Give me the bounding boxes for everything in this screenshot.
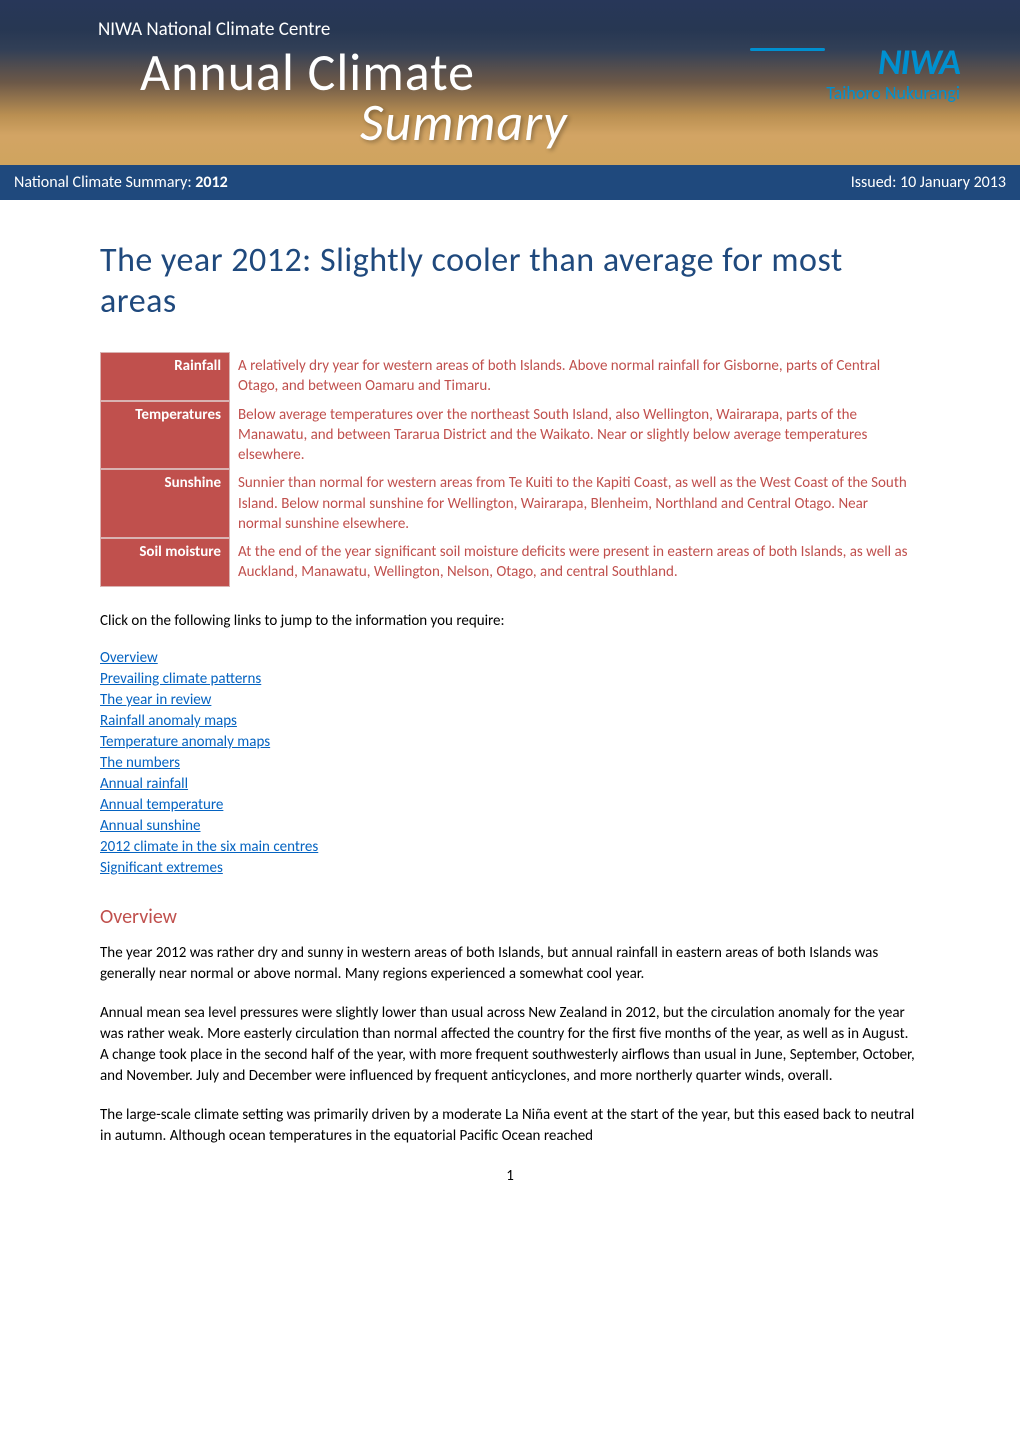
link-item: Annual sunshine <box>100 816 920 835</box>
link-item: 2012 climate in the six main centres <box>100 837 920 856</box>
link-item: Overview <box>100 648 920 667</box>
nav-link[interactable]: Overview <box>100 649 158 667</box>
nav-link[interactable]: 2012 climate in the six main centres <box>100 838 318 856</box>
summary-value: Below average temperatures over the nort… <box>230 401 920 470</box>
logo: NIWA Taihoro Nukurangi <box>826 40 960 104</box>
link-item: Temperature anomaly maps <box>100 732 920 751</box>
summary-label: Temperatures <box>100 401 230 470</box>
summary-row: SunshineSunnier than normal for western … <box>100 469 920 538</box>
summary-label: Rainfall <box>100 352 230 401</box>
summary-row: RainfallA relatively dry year for wester… <box>100 352 920 401</box>
header-bar-year: 2012 <box>195 173 227 192</box>
banner-subtitle: NIWA National Climate Centre <box>98 18 330 41</box>
header-bar: National Climate Summary: 2012 Issued: 1… <box>0 165 1020 200</box>
summary-table: RainfallA relatively dry year for wester… <box>100 352 920 587</box>
summary-label: Sunshine <box>100 469 230 538</box>
summary-value: Sunnier than normal for western areas fr… <box>230 469 920 538</box>
nav-link[interactable]: Significant extremes <box>100 859 223 877</box>
link-item: Significant extremes <box>100 858 920 877</box>
body-paragraph: The year 2012 was rather dry and sunny i… <box>100 943 920 985</box>
header-bar-prefix: National Climate Summary: <box>14 173 195 192</box>
nav-link[interactable]: Prevailing climate patterns <box>100 670 261 688</box>
link-item: Rainfall anomaly maps <box>100 711 920 730</box>
summary-value: A relatively dry year for western areas … <box>230 352 920 401</box>
summary-label: Soil moisture <box>100 538 230 587</box>
nav-link[interactable]: Rainfall anomaly maps <box>100 712 237 730</box>
header-bar-left: National Climate Summary: 2012 <box>14 173 228 192</box>
nav-link[interactable]: Annual rainfall <box>100 775 188 793</box>
body-paragraph: Annual mean sea level pressures were sli… <box>100 1003 920 1087</box>
overview-heading: Overview <box>100 905 920 929</box>
link-item: The numbers <box>100 753 920 772</box>
link-item: The year in review <box>100 690 920 709</box>
overview-body: The year 2012 was rather dry and sunny i… <box>100 943 920 1147</box>
banner-title-line2: Summary <box>360 90 568 154</box>
logo-sub: Taihoro Nukurangi <box>826 82 960 104</box>
banner: NIWA National Climate Centre Annual Clim… <box>0 0 1020 165</box>
header-bar-right: Issued: 10 January 2013 <box>851 173 1006 192</box>
links-list: Overview Prevailing climate patterns The y… <box>100 648 920 877</box>
nav-link[interactable]: Temperature anomaly maps <box>100 733 270 751</box>
link-item: Annual temperature <box>100 795 920 814</box>
nav-link[interactable]: The numbers <box>100 754 180 772</box>
page-number: 1 <box>100 1167 920 1200</box>
link-item: Annual rainfall <box>100 774 920 793</box>
nav-link[interactable]: Annual sunshine <box>100 817 201 835</box>
link-item: Prevailing climate patterns <box>100 669 920 688</box>
logo-line <box>750 48 825 51</box>
body-paragraph: The large-scale climate setting was prim… <box>100 1105 920 1147</box>
nav-link[interactable]: The year in review <box>100 691 211 709</box>
summary-value: At the end of the year significant soil … <box>230 538 920 587</box>
intro-text: Click on the following links to jump to … <box>100 612 920 630</box>
content: The year 2012: Slightly cooler than aver… <box>0 200 1020 1220</box>
summary-row: TemperaturesBelow average temperatures o… <box>100 401 920 470</box>
summary-row: Soil moistureAt the end of the year sign… <box>100 538 920 587</box>
page-title: The year 2012: Slightly cooler than aver… <box>100 240 920 322</box>
nav-link[interactable]: Annual temperature <box>100 796 223 814</box>
logo-text: NIWA <box>826 40 960 84</box>
